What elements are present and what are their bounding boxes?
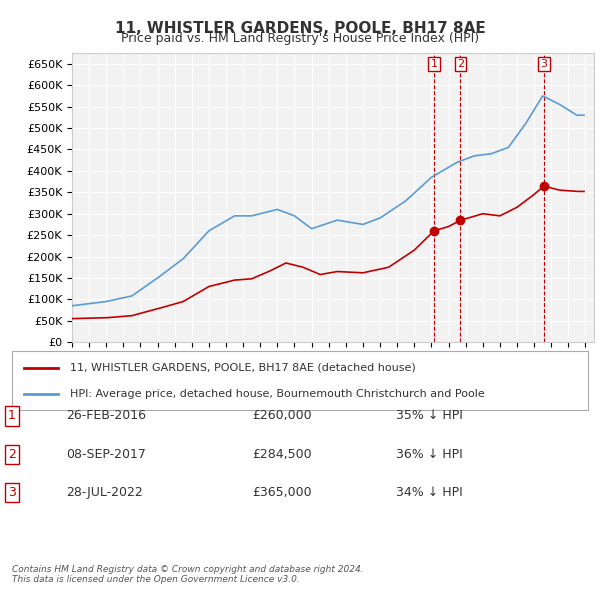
Text: 08-SEP-2017: 08-SEP-2017 (66, 448, 146, 461)
Text: 3: 3 (8, 486, 16, 499)
Text: 1: 1 (8, 409, 16, 422)
Text: 11, WHISTLER GARDENS, POOLE, BH17 8AE: 11, WHISTLER GARDENS, POOLE, BH17 8AE (115, 21, 485, 35)
Text: £260,000: £260,000 (252, 409, 311, 422)
Text: HPI: Average price, detached house, Bournemouth Christchurch and Poole: HPI: Average price, detached house, Bour… (70, 389, 484, 398)
Text: £365,000: £365,000 (252, 486, 311, 499)
Text: 28-JUL-2022: 28-JUL-2022 (66, 486, 143, 499)
Text: Price paid vs. HM Land Registry's House Price Index (HPI): Price paid vs. HM Land Registry's House … (121, 32, 479, 45)
Text: 2: 2 (8, 448, 16, 461)
Text: 26-FEB-2016: 26-FEB-2016 (66, 409, 146, 422)
Text: 36% ↓ HPI: 36% ↓ HPI (396, 448, 463, 461)
Text: 35% ↓ HPI: 35% ↓ HPI (396, 409, 463, 422)
Text: £284,500: £284,500 (252, 448, 311, 461)
Text: Contains HM Land Registry data © Crown copyright and database right 2024.
This d: Contains HM Land Registry data © Crown c… (12, 565, 364, 584)
Text: 11, WHISTLER GARDENS, POOLE, BH17 8AE (detached house): 11, WHISTLER GARDENS, POOLE, BH17 8AE (d… (70, 363, 415, 372)
Text: 34% ↓ HPI: 34% ↓ HPI (396, 486, 463, 499)
Text: 1: 1 (430, 59, 437, 69)
Text: 2: 2 (457, 59, 464, 69)
Text: 3: 3 (541, 59, 548, 69)
